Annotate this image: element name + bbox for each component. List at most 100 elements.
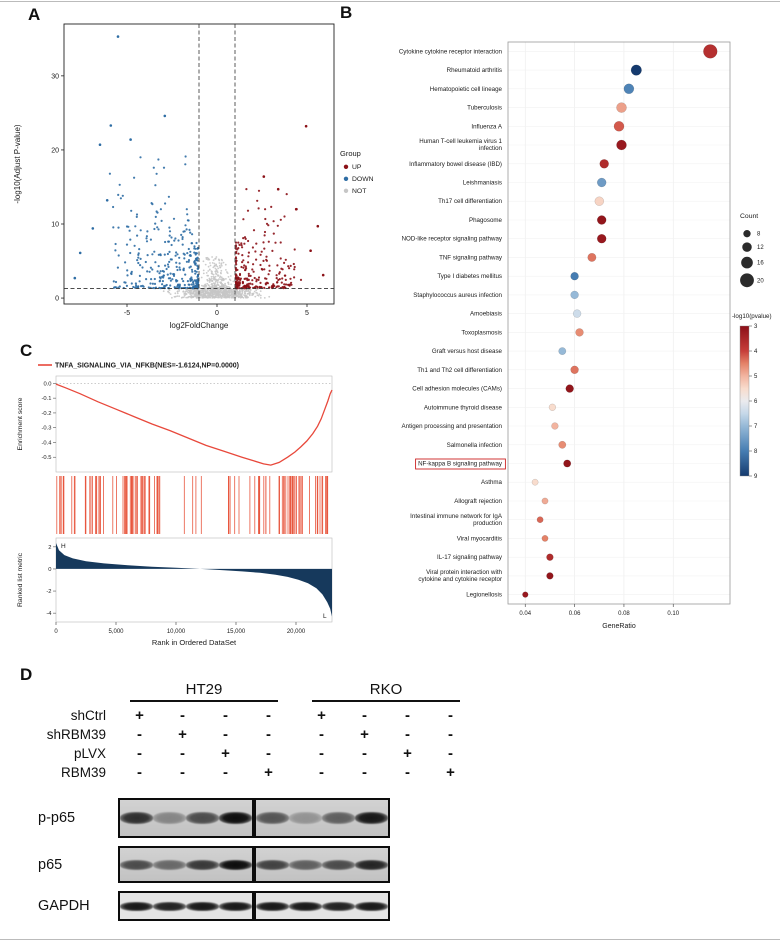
protein-band [256, 859, 289, 870]
panel-a-label: A [28, 5, 41, 24]
dose-sign: - [448, 707, 453, 724]
svg-text:8: 8 [757, 232, 761, 238]
svg-text:Legionellosis: Legionellosis [466, 592, 502, 599]
cell-line-label: HT29 [130, 681, 278, 702]
svg-text:Phagosome: Phagosome [469, 217, 503, 224]
dose-sign: - [266, 726, 271, 743]
svg-text:30: 30 [51, 73, 59, 80]
blot-row: GAPDH [14, 891, 494, 921]
protein-band [322, 859, 355, 870]
svg-text:Staphylococcus aureus infectio: Staphylococcus aureus infection [413, 292, 502, 299]
condition-row: pLVX - - + - - - + - [14, 744, 494, 763]
dose-sign: + [221, 745, 230, 762]
dose-sign: - [223, 726, 228, 743]
dose-sign: + [317, 707, 326, 724]
svg-text:0: 0 [215, 310, 219, 317]
dose-sign: - [319, 745, 324, 762]
protein-band [289, 812, 322, 824]
svg-text:Viral protein interaction with: Viral protein interaction with cytokine a… [418, 569, 502, 583]
svg-text:0: 0 [54, 629, 58, 635]
dose-sign: - [448, 745, 453, 762]
protein-band [355, 812, 388, 824]
dose-sign: - [319, 726, 324, 743]
dose-sign: - [180, 764, 185, 781]
protein-band [289, 859, 322, 870]
panel-d-label: D [20, 665, 33, 684]
svg-text:0.10: 0.10 [667, 611, 679, 617]
protein-label: GAPDH [38, 898, 90, 914]
dose-sign: - [362, 707, 367, 724]
svg-text:Leishmaniasis: Leishmaniasis [463, 180, 502, 187]
svg-text:Count: Count [740, 213, 758, 220]
svg-text:-0.5: -0.5 [42, 455, 52, 461]
protein-band [355, 859, 388, 870]
protein-band [219, 859, 252, 870]
protein-band [289, 901, 322, 911]
protein-band [186, 901, 219, 911]
membrane [254, 798, 390, 838]
sign-group: - + - - [300, 726, 472, 743]
svg-text:H: H [61, 543, 66, 550]
sign-group: + - - - [118, 707, 290, 724]
svg-text:15,000: 15,000 [227, 629, 246, 635]
protein-band [186, 859, 219, 870]
dose-sign: - [137, 764, 142, 781]
sign-group: - - - + [118, 764, 290, 781]
protein-band [153, 901, 186, 911]
dose-sign: - [266, 707, 271, 724]
svg-text:-log10(pvalue): -log10(pvalue) [732, 313, 772, 320]
svg-text:20: 20 [757, 278, 764, 284]
protein-band [120, 901, 153, 911]
svg-text:12: 12 [757, 245, 764, 251]
dose-sign: + [178, 726, 187, 743]
dose-sign: - [362, 764, 367, 781]
sign-group: - - + - [118, 745, 290, 762]
condition-label: shCtrl [70, 708, 106, 723]
svg-text:Tuberculosis: Tuberculosis [467, 105, 502, 112]
svg-text:UP: UP [352, 164, 362, 171]
cell-line-group: HT29 [118, 681, 290, 702]
svg-text:NOT: NOT [352, 188, 366, 195]
cell-line-label: RKO [312, 681, 460, 702]
dose-sign: + [403, 745, 412, 762]
svg-text:3: 3 [754, 324, 758, 330]
svg-text:5,000: 5,000 [108, 629, 124, 635]
dose-sign: - [137, 745, 142, 762]
svg-text:16: 16 [757, 261, 764, 267]
dose-sign: - [180, 745, 185, 762]
protein-band [256, 812, 289, 824]
dose-sign: - [405, 726, 410, 743]
svg-text:Group: Group [340, 149, 361, 158]
svg-text:Toxoplasmosis: Toxoplasmosis [461, 329, 502, 336]
svg-text:4: 4 [754, 349, 758, 355]
figure-border-top [0, 1, 780, 2]
sign-group: - - + - [300, 745, 472, 762]
svg-text:Viral myocarditis: Viral myocarditis [457, 535, 502, 542]
condition-label: RBM39 [60, 765, 106, 780]
blot-row: p-p65 [14, 798, 494, 838]
panel-c-label: C [20, 341, 33, 360]
svg-text:Influenza A: Influenza A [471, 123, 502, 130]
svg-text:TNFA_SIGNALING_VIA_NFKB(NES=-1: TNFA_SIGNALING_VIA_NFKB(NES=-1.6124,NP=0… [55, 363, 239, 370]
svg-text:Cell adhesion molecules (CAMs): Cell adhesion molecules (CAMs) [412, 386, 502, 393]
svg-text:0.04: 0.04 [519, 611, 531, 617]
svg-text:Antigen processing and present: Antigen processing and presentation [402, 423, 503, 430]
svg-text:Intestinal immune network for: Intestinal immune network for IgA product… [410, 513, 503, 527]
svg-text:log2FoldChange: log2FoldChange [170, 321, 229, 330]
western-blot-panel: HT29 RKO shCtrl + - - - + - - - shRBM39- + - - - + - - pLVX… [14, 678, 494, 929]
svg-text:-log10(Adjust P-value): -log10(Adjust P-value) [13, 124, 22, 203]
svg-text:20,000: 20,000 [287, 629, 306, 635]
protein-band [256, 901, 289, 911]
pathway-enrichment-dotplot: Cytokine cytokine receptor interaction Rh… [399, 41, 772, 630]
membrane [118, 798, 254, 838]
svg-text:Allograft rejection: Allograft rejection [454, 498, 502, 505]
gsea-enrichment-plot: TNFA_SIGNALING_VIA_NFKB(NES=-1.6124,NP=0… [17, 363, 333, 647]
membrane [254, 891, 390, 921]
protein-band [355, 901, 388, 911]
svg-text:NF-kappa B signaling pathway: NF-kappa B signaling pathway [418, 461, 503, 468]
svg-text:9: 9 [754, 474, 758, 480]
protein-band [322, 901, 355, 911]
svg-text:-0.1: -0.1 [42, 396, 52, 402]
svg-text:-0.4: -0.4 [42, 440, 53, 446]
protein-band [322, 812, 355, 824]
